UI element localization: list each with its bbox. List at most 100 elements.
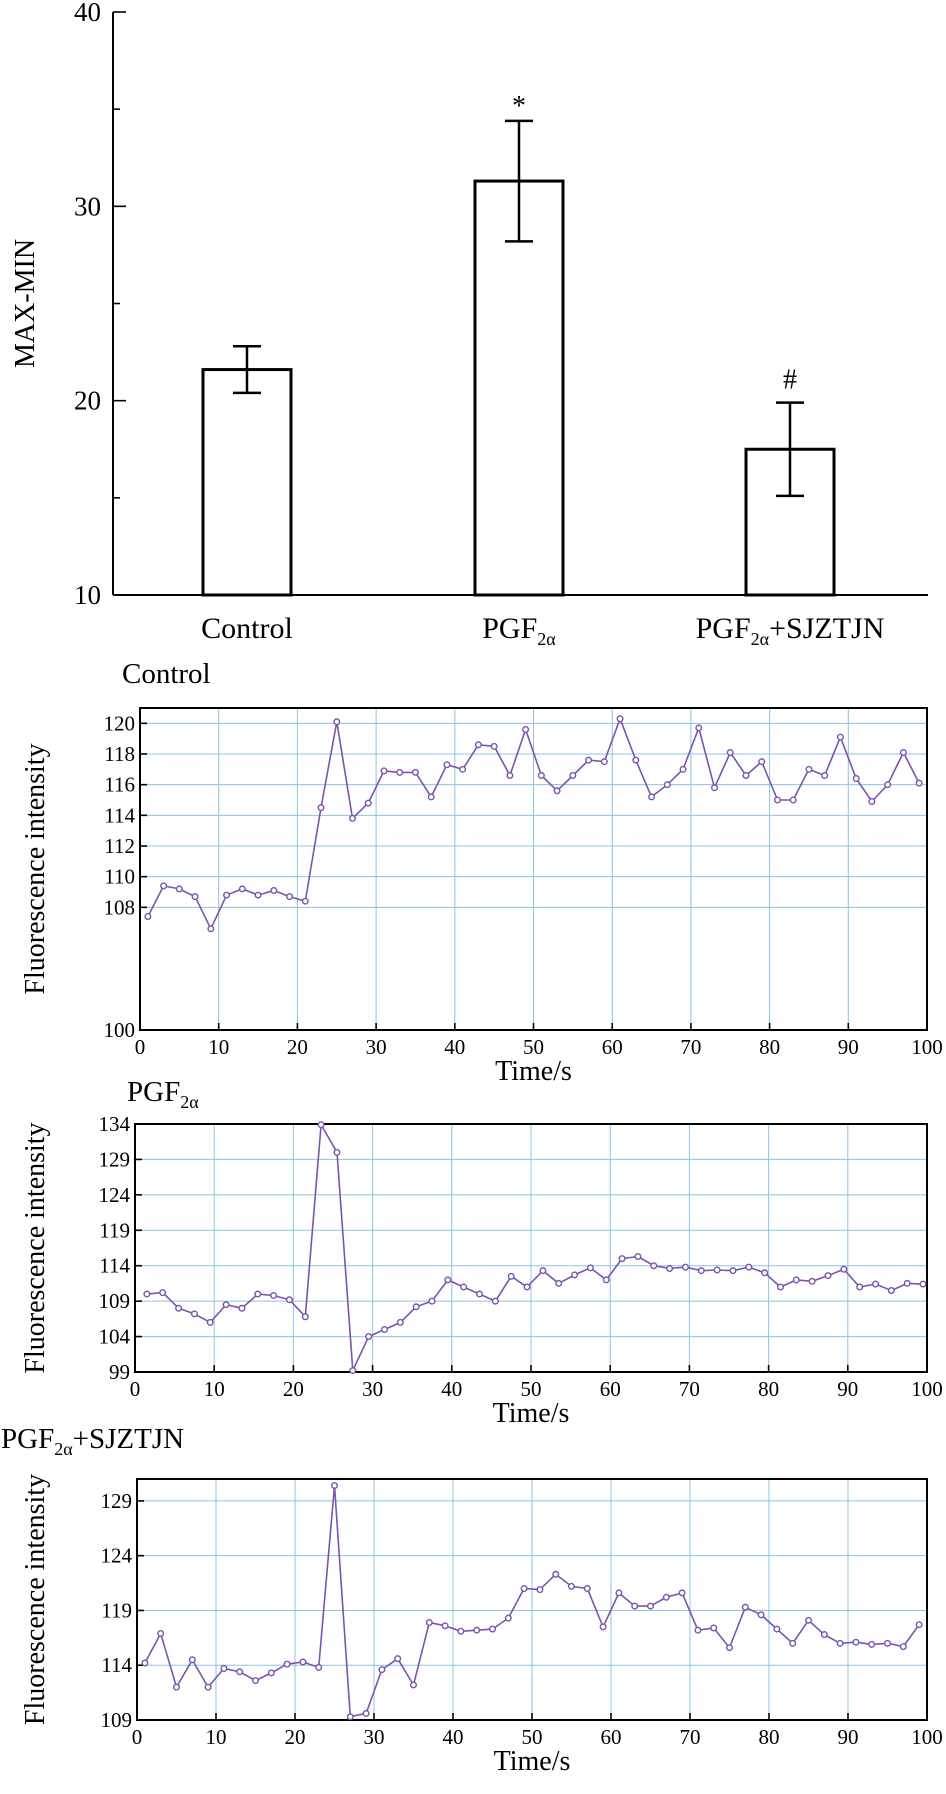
data-point: [745, 1263, 753, 1271]
data-point: [317, 804, 325, 812]
data-point: [175, 885, 183, 893]
data-point: [662, 1593, 670, 1601]
y-tick-label: 129: [99, 1147, 131, 1171]
data-point: [903, 1279, 911, 1287]
data-point: [267, 1669, 275, 1677]
bar-chart: 10203040Control*PGF2α#PGF2α+SJZTJNMAX-MI…: [10, 0, 928, 649]
data-point: [489, 1625, 497, 1633]
y-tick-label: 118: [104, 742, 135, 766]
bar: [473, 179, 565, 597]
data-point: [160, 882, 168, 890]
data-point: [679, 765, 687, 773]
x-tick-label: 100: [911, 1725, 943, 1749]
x-tick-label: 30: [364, 1725, 385, 1749]
significance-marker: *: [512, 91, 526, 122]
x-tick-label: 80: [759, 1035, 780, 1059]
data-point: [191, 893, 199, 901]
data-point: [444, 1276, 452, 1284]
x-axis-label: Time/s: [494, 1746, 571, 1777]
data-point: [805, 1616, 813, 1624]
data-point: [789, 1639, 797, 1647]
y-tick-label: 114: [104, 803, 135, 827]
data-point: [915, 1621, 923, 1629]
y-tick-label: 40: [74, 0, 101, 27]
x-tick-label: 70: [680, 1725, 701, 1749]
x-tick-label: 30: [366, 1035, 387, 1059]
x-tick-label: 70: [680, 1035, 701, 1059]
data-point: [761, 1269, 769, 1277]
x-tick-label: 0: [130, 1377, 141, 1401]
category-label: PGF2α+SJZTJN: [696, 612, 885, 649]
data-point: [805, 765, 813, 773]
data-point: [476, 1290, 484, 1298]
data-point: [568, 1582, 576, 1590]
data-point: [586, 1264, 594, 1272]
data-point: [220, 1665, 228, 1673]
data-point: [757, 1611, 765, 1619]
data-point: [380, 767, 388, 775]
y-tick-label: 116: [104, 773, 135, 797]
y-tick-label: 110: [104, 865, 135, 889]
data-point: [457, 1627, 465, 1635]
panel-title-base: PGF: [127, 1076, 180, 1108]
data-point: [648, 793, 656, 801]
data-point: [666, 1265, 674, 1273]
data-point: [238, 1304, 246, 1312]
x-tick-label: 60: [601, 1725, 622, 1749]
line-chart-control: 0 10 20 30 40 50 60 70 80 90 100 100 108 110 112 114 116…: [20, 658, 943, 1087]
data-point: [204, 1683, 212, 1691]
data-point: [520, 1585, 528, 1593]
x-tick-label: 20: [287, 1035, 308, 1059]
data-point: [411, 768, 419, 776]
data-point: [887, 1287, 895, 1295]
data-point: [143, 1290, 151, 1298]
data-point: [856, 1283, 864, 1291]
data-point: [758, 758, 766, 766]
y-tick-label: 108: [104, 895, 136, 919]
data-point: [836, 1639, 844, 1647]
data-point: [695, 724, 703, 732]
panel-title-base: PGF: [1, 1423, 54, 1455]
data-point: [824, 1272, 832, 1280]
x-tick-label: 80: [758, 1377, 779, 1401]
data-point: [808, 1277, 816, 1285]
x-tick-label: 50: [522, 1725, 543, 1749]
significance-marker: #: [783, 365, 797, 396]
y-tick-label: 114: [101, 1653, 132, 1677]
data-point: [585, 756, 593, 764]
data-point: [539, 1267, 547, 1275]
x-tick-label: 60: [602, 1035, 623, 1059]
data-point: [333, 1148, 341, 1156]
y-tick-label: 129: [101, 1489, 133, 1513]
data-point: [618, 1255, 626, 1263]
data-point: [188, 1656, 196, 1664]
category-label-suffix: +SJZTJN: [769, 612, 884, 645]
data-point: [380, 1325, 388, 1333]
data-point: [647, 1602, 655, 1610]
x-tick-label: 60: [600, 1377, 621, 1401]
y-axis-label: Fluorescence intensity: [20, 1474, 51, 1725]
y-tick-label: 119: [101, 1598, 132, 1622]
data-point: [190, 1310, 198, 1318]
y-tick-label: 100: [104, 1018, 136, 1042]
data-point: [868, 1640, 876, 1648]
data-point: [333, 718, 341, 726]
x-tick-label: 0: [132, 1725, 143, 1749]
x-tick-label: 40: [443, 1725, 464, 1749]
y-tick-label: 124: [101, 1544, 133, 1568]
data-point: [362, 1709, 370, 1717]
data-point: [378, 1666, 386, 1674]
data-point: [792, 1276, 800, 1284]
data-point: [317, 1121, 325, 1129]
data-point: [884, 1639, 892, 1647]
panel-title-sub: 2α: [54, 1439, 73, 1459]
data-point: [144, 913, 152, 921]
data-point: [474, 741, 482, 749]
data-point: [236, 1668, 244, 1676]
data-point: [251, 1677, 259, 1685]
data-point: [410, 1681, 418, 1689]
x-axis-label: Time/s: [493, 1398, 570, 1429]
data-point: [425, 1619, 433, 1627]
x-tick-label: 90: [838, 1035, 859, 1059]
data-point: [157, 1629, 165, 1637]
